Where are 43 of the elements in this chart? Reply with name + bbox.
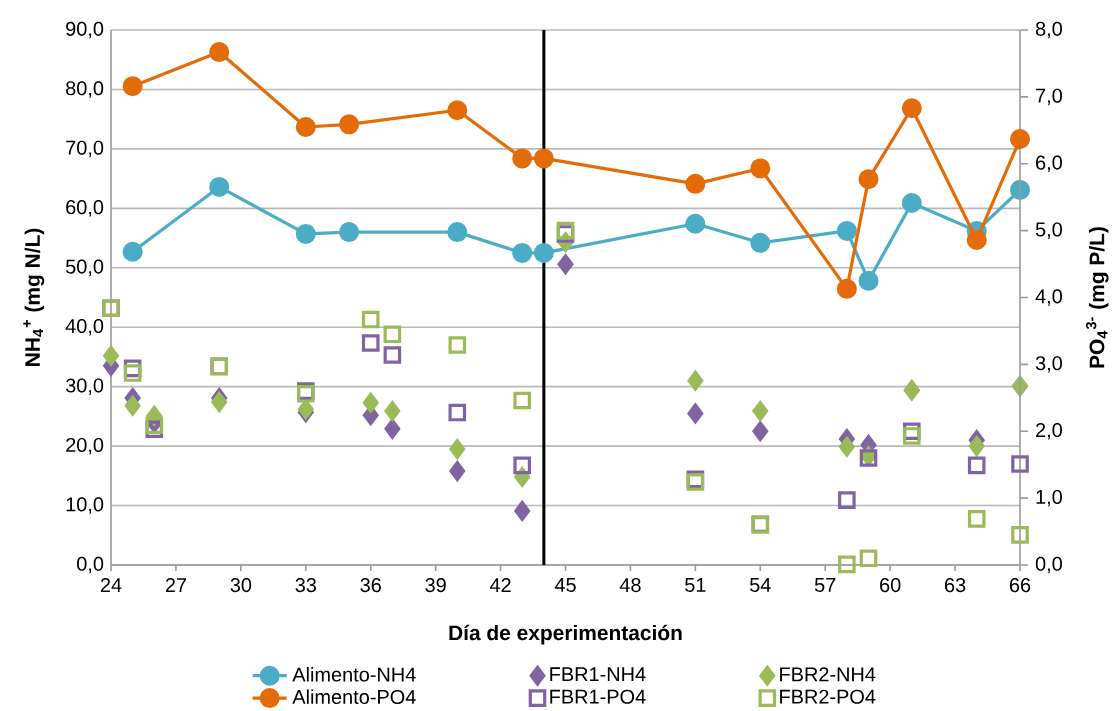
x-tick-label: 54 [750, 578, 771, 592]
legend-label: FBR1-PO4 [550, 689, 646, 704]
x-tick-label: 60 [880, 578, 901, 593]
x-tick-label: 57 [814, 578, 836, 592]
y2-tick-label: 8,0 [1035, 21, 1062, 39]
y-tick-label: 80,0 [66, 81, 104, 98]
y-tick-label: 90,0 [66, 21, 104, 39]
y-tick-label: 60,0 [66, 200, 104, 217]
legend-label: FBR2-NH4 [780, 667, 876, 682]
y2-tick-label: 7,0 [1036, 88, 1062, 106]
y2-tick-label: 1,0 [1036, 489, 1062, 507]
x-tick-label: 36 [360, 578, 381, 593]
legend-label: FBR1-NH4 [550, 667, 646, 682]
y-tick-label: 0,0 [77, 556, 104, 574]
x-tick-label: 42 [489, 578, 511, 592]
x-tick-label: 33 [295, 578, 316, 593]
y-tick-label: 70,0 [66, 140, 104, 158]
y2-tick-label: 5,0 [1035, 222, 1062, 239]
y2-tick-label: 4,0 [1035, 289, 1062, 306]
y2-tick-label: 0,0 [1035, 556, 1062, 574]
y-tick-label: 30,0 [65, 378, 104, 395]
x-tick-label: 27 [165, 578, 187, 592]
x-tick-label: 48 [619, 578, 641, 593]
y-tick-label: 50,0 [65, 259, 104, 277]
y2-tick-label: 2,0 [1036, 423, 1062, 440]
x-axis-title: Día de experimentación [449, 624, 682, 645]
x-tick-label: 63 [945, 578, 966, 593]
y2-tick-label: 3,0 [1035, 356, 1062, 373]
y-tick-label: 10,0 [66, 497, 104, 514]
legend-label: Alimento-PO4 [292, 689, 416, 705]
y-tick-label: 20,0 [66, 437, 104, 455]
legend-label: Alimento-NH4 [292, 666, 416, 682]
x-tick-label: 66 [1009, 578, 1031, 593]
x-tick-label: 39 [425, 578, 446, 593]
x-tick-label: 45 [554, 578, 576, 592]
x-tick-label: 30 [230, 578, 252, 593]
x-tick-label: 51 [685, 578, 706, 592]
x-tick-label: 24 [100, 578, 122, 592]
y2-tick-label: 6,0 [1036, 155, 1062, 172]
y-axis-title: NH$_{4}$$^{+}$ (mg N/L) [23, 228, 45, 366]
y2-axis-title: PO$_{4}$$^{3-}$ (mg P/L) [1086, 227, 1109, 368]
legend-label: FBR2-PO4 [780, 689, 876, 704]
y-tick-label: 40,0 [65, 319, 104, 336]
